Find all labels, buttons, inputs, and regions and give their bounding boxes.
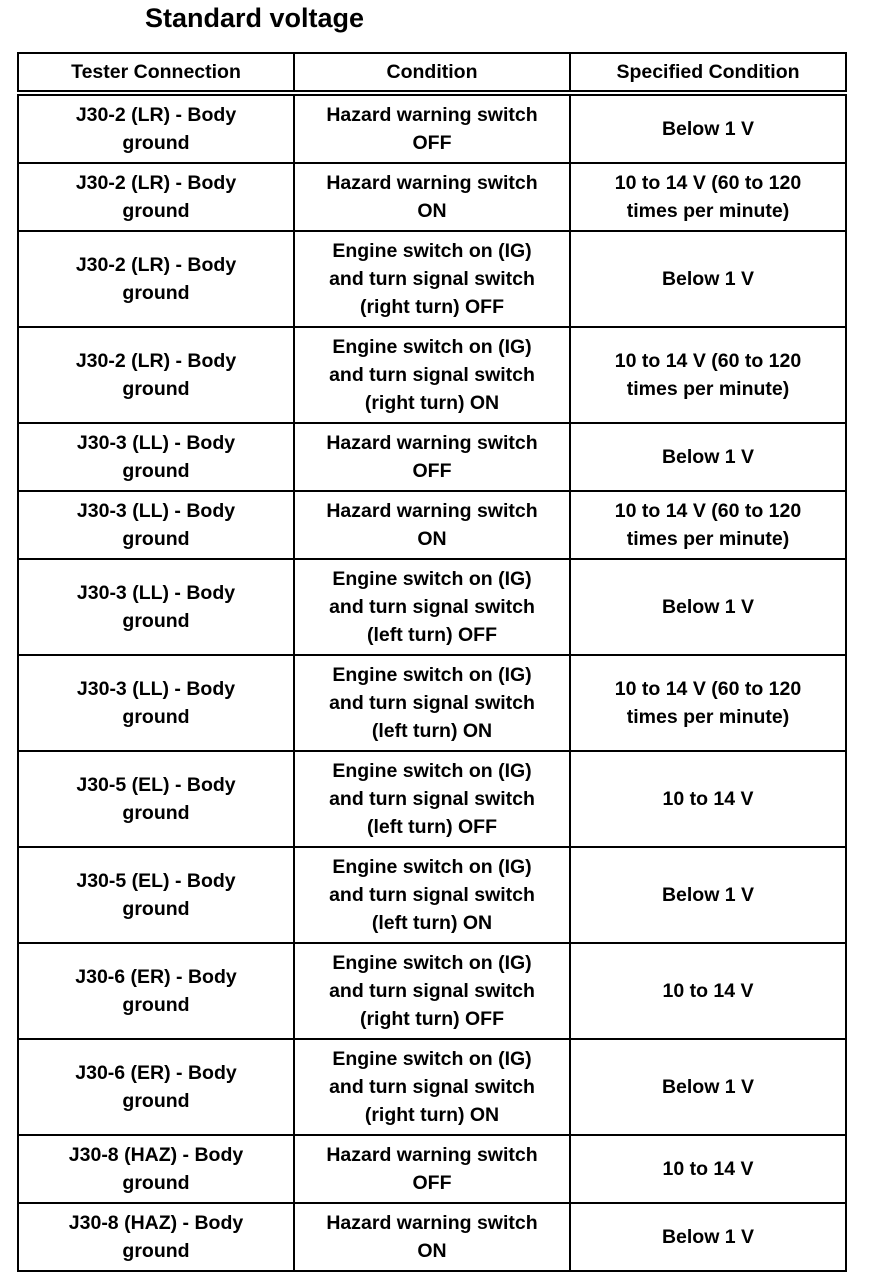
header-row: Tester Connection Condition Specified Co…: [17, 52, 847, 96]
header-condition: Condition: [293, 52, 571, 96]
tester-connection-cell: J30-3 (LL) - Body ground: [17, 422, 295, 492]
table-row: J30-5 (EL) - Body ground Engine switch on…: [17, 846, 847, 944]
condition-cell: Engine switch on (IG) and turn signal sw…: [293, 846, 571, 944]
tester-connection-cell: J30-8 (HAZ) - Body ground: [17, 1202, 295, 1272]
table-row: J30-2 (LR) - Body ground Hazard warning s…: [17, 162, 847, 232]
condition-cell: Hazard warning switch ON: [293, 162, 571, 232]
specified-condition-cell: Below 1 V: [569, 846, 847, 944]
condition-cell: Hazard warning switch OFF: [293, 92, 571, 164]
table-row: J30-5 (EL) - Body ground Engine switch on…: [17, 750, 847, 848]
tester-connection-cell: J30-2 (LR) - Body ground: [17, 162, 295, 232]
tester-connection-cell: J30-3 (LL) - Body ground: [17, 654, 295, 752]
tester-connection-cell: J30-2 (LR) - Body ground: [17, 92, 295, 164]
specified-condition-cell: Below 1 V: [569, 422, 847, 492]
specified-condition-cell: 10 to 14 V (60 to 120 times per minute): [569, 654, 847, 752]
specified-condition-cell: 10 to 14 V: [569, 750, 847, 848]
table-row: J30-6 (ER) - Body ground Engine switch on…: [17, 942, 847, 1040]
condition-cell: Engine switch on (IG) and turn signal sw…: [293, 942, 571, 1040]
table-row: J30-3 (LL) - Body ground Engine switch on…: [17, 558, 847, 656]
table-row: J30-2 (LR) - Body ground Engine switch on…: [17, 230, 847, 328]
tester-connection-cell: J30-8 (HAZ) - Body ground: [17, 1134, 295, 1204]
condition-cell: Engine switch on (IG) and turn signal sw…: [293, 230, 571, 328]
standard-voltage-table: Tester Connection Condition Specified Co…: [17, 52, 847, 1272]
table-row: J30-2 (LR) - Body ground Hazard warning s…: [17, 92, 847, 164]
header-specified-condition: Specified Condition: [569, 52, 847, 96]
condition-cell: Hazard warning switch OFF: [293, 422, 571, 492]
table-row: J30-3 (LL) - Body ground Hazard warning s…: [17, 490, 847, 560]
specified-condition-cell: Below 1 V: [569, 1038, 847, 1136]
header-tester-connection: Tester Connection: [17, 52, 295, 96]
condition-cell: Hazard warning switch OFF: [293, 1134, 571, 1204]
tester-connection-cell: J30-6 (ER) - Body ground: [17, 942, 295, 1040]
tester-connection-cell: J30-5 (EL) - Body ground: [17, 846, 295, 944]
tester-connection-cell: J30-5 (EL) - Body ground: [17, 750, 295, 848]
tester-connection-cell: J30-2 (LR) - Body ground: [17, 230, 295, 328]
specified-condition-cell: 10 to 14 V (60 to 120 times per minute): [569, 162, 847, 232]
specified-condition-cell: Below 1 V: [569, 92, 847, 164]
condition-cell: Engine switch on (IG) and turn signal sw…: [293, 558, 571, 656]
condition-cell: Engine switch on (IG) and turn signal sw…: [293, 654, 571, 752]
table-row: J30-2 (LR) - Body ground Engine switch on…: [17, 326, 847, 424]
specified-condition-cell: 10 to 14 V: [569, 1134, 847, 1204]
condition-cell: Engine switch on (IG) and turn signal sw…: [293, 1038, 571, 1136]
tester-connection-cell: J30-6 (ER) - Body ground: [17, 1038, 295, 1136]
tester-connection-cell: J30-3 (LL) - Body ground: [17, 558, 295, 656]
page-title: Standard voltage: [145, 3, 365, 33]
specified-condition-cell: Below 1 V: [569, 230, 847, 328]
tester-connection-cell: J30-3 (LL) - Body ground: [17, 490, 295, 560]
specified-condition-cell: Below 1 V: [569, 558, 847, 656]
table-row: J30-3 (LL) - Body ground Hazard warning s…: [17, 422, 847, 492]
specified-condition-cell: 10 to 14 V: [569, 942, 847, 1040]
condition-cell: Hazard warning switch ON: [293, 490, 571, 560]
tester-connection-cell: J30-2 (LR) - Body ground: [17, 326, 295, 424]
table-row: J30-8 (HAZ) - Body ground Hazard warning …: [17, 1134, 847, 1204]
condition-cell: Engine switch on (IG) and turn signal sw…: [293, 326, 571, 424]
specified-condition-cell: Below 1 V: [569, 1202, 847, 1272]
specified-condition-cell: 10 to 14 V (60 to 120 times per minute): [569, 326, 847, 424]
table-row: J30-6 (ER) - Body ground Engine switch on…: [17, 1038, 847, 1136]
table-row: J30-3 (LL) - Body ground Engine switch on…: [17, 654, 847, 752]
specified-condition-cell: 10 to 14 V (60 to 120 times per minute): [569, 490, 847, 560]
condition-cell: Engine switch on (IG) and turn signal sw…: [293, 750, 571, 848]
condition-cell: Hazard warning switch ON: [293, 1202, 571, 1272]
table-row: J30-8 (HAZ) - Body ground Hazard warning …: [17, 1202, 847, 1272]
